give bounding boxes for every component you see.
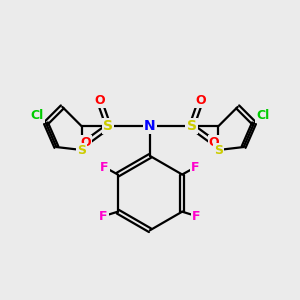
Text: S: S — [103, 119, 113, 133]
Text: Cl: Cl — [256, 109, 270, 122]
Text: O: O — [94, 94, 105, 107]
Text: F: F — [191, 160, 200, 174]
Text: Cl: Cl — [30, 109, 44, 122]
Text: S: S — [214, 143, 223, 157]
Text: S: S — [187, 119, 196, 133]
Text: F: F — [100, 160, 109, 174]
Text: O: O — [195, 94, 206, 107]
Text: S: S — [77, 143, 86, 157]
Text: O: O — [208, 136, 219, 149]
Text: O: O — [81, 136, 92, 149]
Text: F: F — [192, 210, 201, 223]
Text: N: N — [144, 119, 156, 133]
Text: F: F — [99, 210, 108, 223]
